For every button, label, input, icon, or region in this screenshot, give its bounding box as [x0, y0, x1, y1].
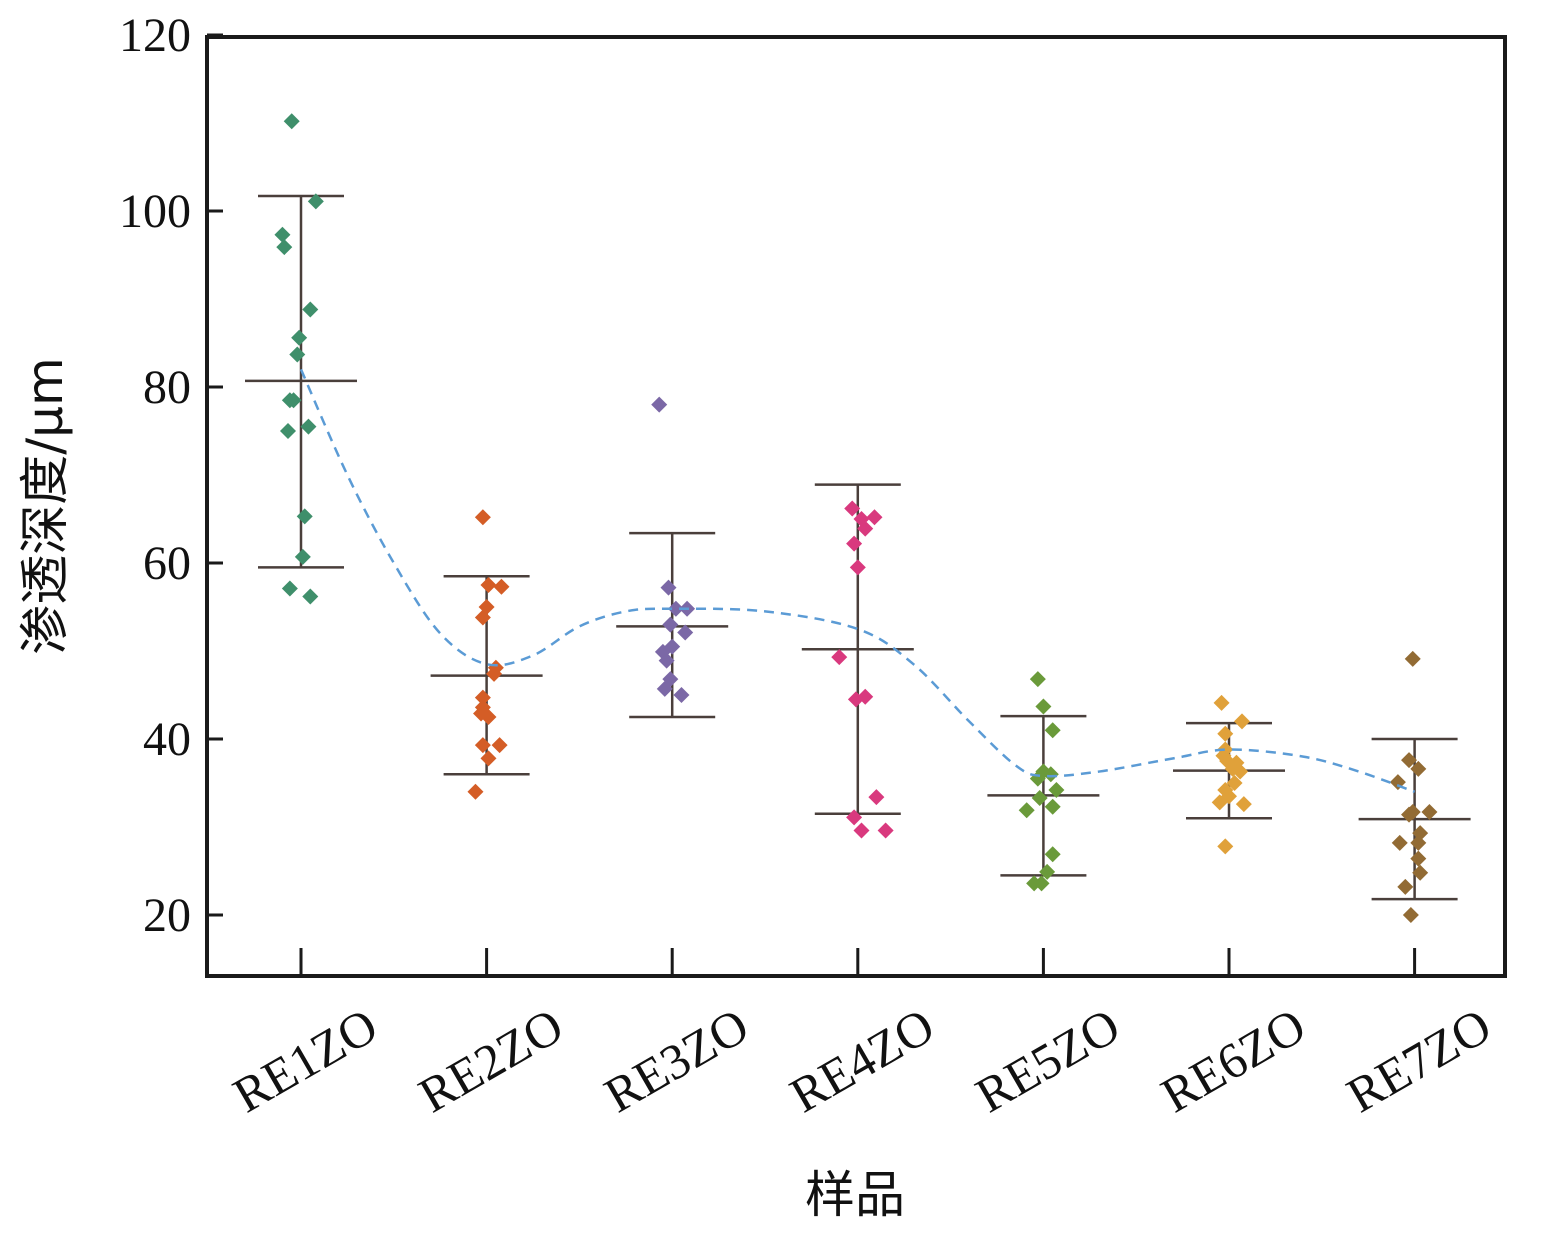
- data-point-re6zo: [1226, 775, 1243, 791]
- x-tick-label-re1zo: RE1ZO: [224, 997, 387, 1123]
- data-point-re1zo: [285, 392, 302, 409]
- data-point-re1zo: [300, 418, 317, 435]
- data-point-re3zo: [667, 600, 684, 617]
- data-point-re2zo: [480, 750, 497, 767]
- plot-frame: [205, 35, 1507, 978]
- y-tick-label: 100: [119, 185, 191, 238]
- data-point-re3zo: [658, 652, 675, 669]
- data-point-re6zo: [1235, 796, 1252, 813]
- trend-line: [299, 368, 1416, 793]
- data-point-re6zo: [1213, 694, 1230, 711]
- data-point-re7zo: [1401, 806, 1418, 823]
- data-point-re4zo: [846, 809, 863, 826]
- data-point-re5zo: [1042, 766, 1059, 783]
- data-point-re4zo: [853, 822, 870, 839]
- x-tick-label-re7zo: RE7ZO: [1337, 997, 1500, 1123]
- data-point-re1zo: [294, 548, 311, 565]
- data-point-re5zo: [1044, 846, 1061, 863]
- data-point-re3zo: [651, 396, 668, 413]
- data-point-re1zo: [302, 301, 319, 318]
- data-point-re2zo: [493, 578, 510, 595]
- data-point-re4zo: [831, 649, 848, 666]
- y-tick-label: 60: [143, 537, 191, 590]
- data-point-re7zo: [1412, 864, 1429, 881]
- data-point-re4zo: [847, 691, 864, 708]
- data-point-re2zo: [474, 509, 491, 526]
- data-point-re6zo: [1232, 763, 1249, 780]
- data-point-re1zo: [289, 346, 306, 363]
- data-point-re5zo: [1035, 698, 1052, 715]
- data-point-re1zo: [281, 580, 298, 597]
- data-point-re7zo: [1404, 650, 1421, 667]
- x-axis-title: 样品: [805, 1166, 905, 1224]
- data-point-re4zo: [857, 520, 874, 537]
- data-point-re2zo: [480, 577, 497, 593]
- data-point-re6zo: [1217, 725, 1234, 742]
- data-point-re2zo: [480, 709, 497, 725]
- data-point-re2zo: [474, 609, 491, 626]
- y-axis-title: 渗透深度/μm: [16, 357, 74, 654]
- data-point-re1zo: [302, 588, 319, 605]
- data-point-re6zo: [1211, 794, 1228, 811]
- data-point-re5zo: [1044, 722, 1061, 739]
- y-tick-label: 80: [143, 361, 191, 414]
- data-point-re3zo: [660, 579, 677, 596]
- data-point-re6zo: [1233, 713, 1250, 730]
- data-point-re2zo: [467, 783, 484, 800]
- data-point-re1zo: [307, 193, 324, 210]
- chart-marks-layer: [245, 113, 1471, 923]
- y-tick-label: 20: [143, 889, 191, 942]
- data-point-re5zo: [1018, 802, 1035, 819]
- data-point-re1zo: [296, 508, 313, 525]
- x-tick-label-re4zo: RE4ZO: [781, 997, 944, 1123]
- data-point-re5zo: [1044, 798, 1061, 815]
- data-point-re7zo: [1391, 834, 1408, 851]
- data-point-re4zo: [877, 822, 894, 839]
- data-point-re5zo: [1026, 875, 1043, 892]
- data-point-re5zo: [1031, 789, 1048, 806]
- data-point-re3zo: [677, 624, 694, 641]
- data-point-re2zo: [474, 737, 491, 754]
- data-point-re1zo: [291, 329, 308, 346]
- x-tick-label-re6zo: RE6ZO: [1152, 997, 1315, 1123]
- data-point-re5zo: [1029, 671, 1046, 688]
- data-point-re4zo: [844, 500, 861, 517]
- data-point-re1zo: [280, 423, 297, 439]
- x-tick-label-re3zo: RE3ZO: [595, 997, 758, 1123]
- data-point-re7zo: [1410, 760, 1427, 777]
- data-point-re2zo: [474, 689, 491, 706]
- data-point-re4zo: [866, 509, 883, 526]
- data-point-re1zo: [283, 113, 300, 130]
- data-point-re3zo: [656, 680, 673, 697]
- data-point-re3zo: [664, 638, 681, 655]
- data-point-re2zo: [491, 737, 508, 754]
- y-tick-label: 120: [119, 9, 191, 62]
- data-point-re7zo: [1397, 878, 1414, 895]
- data-point-re7zo: [1410, 850, 1427, 867]
- x-tick-label-re2zo: RE2ZO: [409, 997, 572, 1123]
- data-point-re3zo: [673, 687, 690, 703]
- data-point-re3zo: [662, 616, 679, 633]
- data-point-re4zo: [868, 789, 885, 806]
- data-point-re1zo: [276, 239, 293, 256]
- x-tick-label-re5zo: RE5ZO: [966, 997, 1129, 1123]
- data-point-re5zo: [1039, 863, 1056, 880]
- data-point-re7zo: [1410, 834, 1427, 851]
- data-point-re4zo: [846, 535, 863, 552]
- data-point-re1zo: [274, 226, 291, 243]
- data-point-re4zo: [849, 559, 866, 576]
- data-point-re5zo: [1048, 782, 1065, 799]
- data-point-re7zo: [1401, 752, 1418, 769]
- data-point-re2zo: [486, 665, 503, 682]
- data-point-re7zo: [1421, 804, 1438, 821]
- y-tick-label: 40: [143, 713, 191, 766]
- data-point-re6zo: [1217, 838, 1234, 855]
- data-point-re7zo: [1402, 907, 1419, 923]
